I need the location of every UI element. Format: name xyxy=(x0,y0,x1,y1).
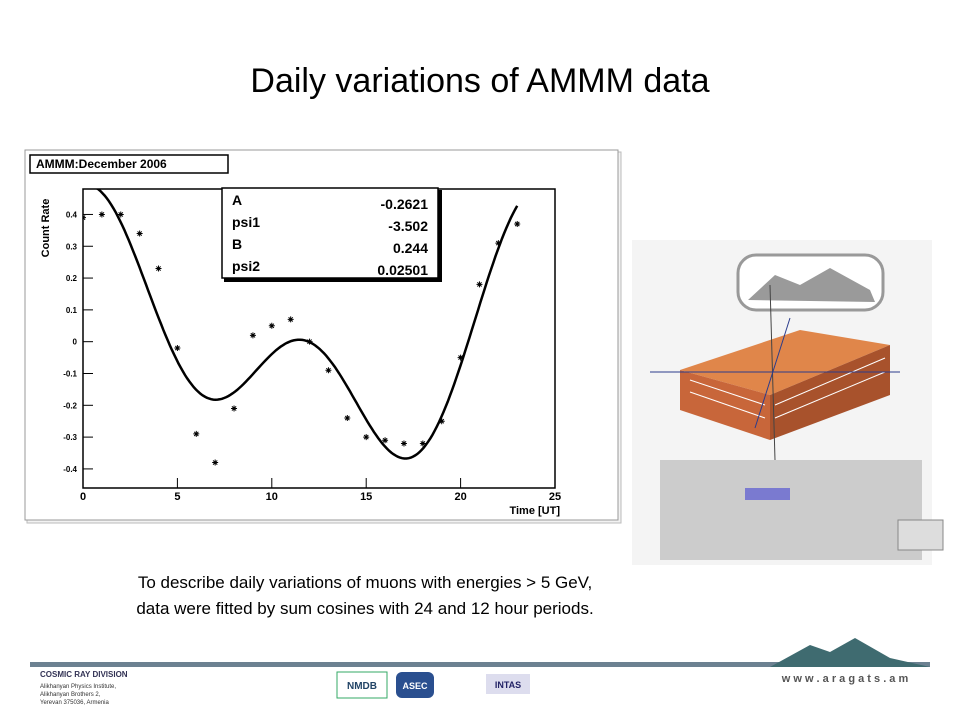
data-point xyxy=(249,332,256,339)
stats-label: B xyxy=(232,236,242,252)
logo xyxy=(486,674,530,694)
data-point xyxy=(344,415,351,422)
footer-band xyxy=(30,662,930,667)
logo-text: NMDB xyxy=(347,681,377,692)
data-point xyxy=(117,211,124,218)
data-point xyxy=(495,240,502,247)
data-point xyxy=(457,354,464,361)
detector-illustration xyxy=(632,240,944,565)
chart-title: AMMM:December 2006 xyxy=(36,157,167,171)
fit-curve xyxy=(95,189,519,460)
data-point xyxy=(136,230,143,237)
data-point xyxy=(363,434,370,441)
data-point xyxy=(438,418,445,425)
chart-title-box xyxy=(29,154,229,174)
data-point xyxy=(287,316,294,323)
y-tick-label: 0.4 xyxy=(66,210,78,219)
stats-value: 0.02501 xyxy=(377,262,428,278)
y-tick-label: -0.2 xyxy=(63,401,77,410)
data-point xyxy=(476,281,483,288)
plot-area xyxy=(83,189,521,466)
y-tick-label: 0.1 xyxy=(66,306,78,315)
footer-address: Alikhanyan Physics Institute, xyxy=(40,684,116,690)
logo xyxy=(336,671,388,699)
x-tick-label: 5 xyxy=(174,491,180,503)
x-tick-label: 25 xyxy=(549,491,561,503)
data-point xyxy=(155,265,162,272)
data-point xyxy=(98,211,105,218)
slide-title: Daily variations of AMMM data xyxy=(250,62,709,100)
logo-text: INTAS xyxy=(495,680,521,690)
data-point xyxy=(193,430,200,437)
y-tick-label: -0.3 xyxy=(63,433,77,442)
footer-address: Alikhanyan Brothers 2, xyxy=(40,692,101,698)
caption-line: To describe daily variations of muons wi… xyxy=(138,573,592,592)
y-tick-label: -0.1 xyxy=(63,369,77,378)
logo xyxy=(396,672,434,698)
data-point xyxy=(514,220,521,227)
stats-value: -0.2621 xyxy=(381,196,429,212)
data-point xyxy=(419,440,426,447)
x-tick-label: 10 xyxy=(266,491,278,503)
y-tick-label: 0.2 xyxy=(66,274,78,283)
data-point xyxy=(231,405,238,412)
data-point xyxy=(382,437,389,444)
data-point xyxy=(268,322,275,329)
y-axis-label: Count Rate xyxy=(40,199,52,258)
x-tick-label: 0 xyxy=(80,491,86,503)
data-point xyxy=(174,345,181,352)
footer-website: w w w . a r a g a t s . a m xyxy=(781,673,909,685)
y-tick-label: -0.4 xyxy=(63,465,77,474)
footer-division: COSMIC RAY DIVISION xyxy=(40,670,128,679)
stats-label: psi2 xyxy=(232,258,260,274)
stats-value: -3.502 xyxy=(388,218,428,234)
data-point xyxy=(306,338,313,345)
data-point xyxy=(212,459,219,466)
stats-label: A xyxy=(232,192,242,208)
data-point xyxy=(400,440,407,447)
x-tick-label: 20 xyxy=(454,491,466,503)
x-axis-label: Time [UT] xyxy=(509,505,560,517)
stats-value: 0.244 xyxy=(393,240,428,256)
logo-text: ASEC xyxy=(402,681,428,691)
stats-label: psi1 xyxy=(232,214,260,230)
x-tick-label: 15 xyxy=(360,491,372,503)
footer-address: Yerevan 375036, Armenia xyxy=(40,700,109,706)
data-point xyxy=(325,367,332,374)
y-tick-label: 0.3 xyxy=(66,242,78,251)
mountain-logo xyxy=(770,638,930,667)
stats-box xyxy=(221,187,439,279)
y-tick-label: 0 xyxy=(73,338,78,347)
caption-line: data were fitted by sum cosines with 24 … xyxy=(136,599,593,618)
